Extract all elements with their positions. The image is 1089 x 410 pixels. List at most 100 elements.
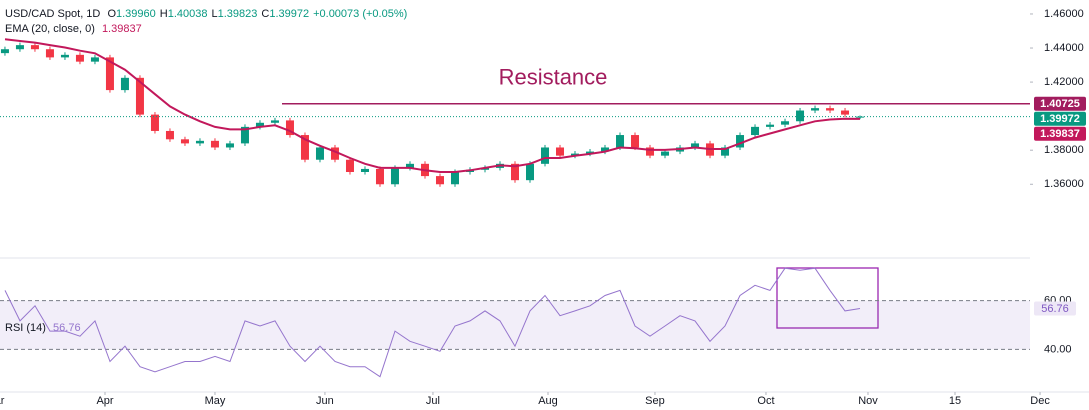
- candle-body: [195, 140, 204, 144]
- candle-body: [841, 110, 850, 115]
- rsi-name: RSI (14): [5, 322, 46, 334]
- candle-body: [45, 49, 54, 58]
- candle-body: [856, 116, 865, 118]
- candle-body: [781, 121, 790, 125]
- candle-body: [240, 126, 249, 144]
- candle-body: [511, 163, 519, 181]
- x-tick-label: Sep: [645, 395, 665, 407]
- x-tick-label: 15: [949, 395, 961, 407]
- x-tick-label: Jun: [316, 395, 334, 407]
- candle-body: [405, 163, 414, 168]
- ohlc-value: 1.39823: [217, 8, 258, 20]
- ohlc-key: L: [211, 8, 218, 20]
- x-tick-label: Nov: [858, 395, 878, 407]
- candle-body: [330, 147, 339, 160]
- candle-body: [556, 147, 565, 156]
- candle-body: [375, 168, 384, 185]
- x-tick-label: Aug: [538, 395, 558, 407]
- ohlc-value: 1.39960: [116, 8, 156, 20]
- price-tag: [1034, 126, 1086, 141]
- candle-body: [270, 120, 279, 123]
- price-tag: [1034, 111, 1086, 126]
- candle-body: [541, 147, 550, 164]
- x-tick-label: Mar: [0, 395, 5, 407]
- annotation: Resistance: [499, 65, 608, 90]
- x-tick-label: May: [205, 395, 226, 407]
- candle-body: [0, 49, 9, 54]
- candle-body: [435, 176, 444, 185]
- series-line: [4, 38, 861, 173]
- y-tick-label: 1.36000: [1044, 178, 1084, 190]
- candle-body: [75, 54, 84, 62]
- x-tick-label: Dec: [1030, 395, 1050, 407]
- rsi-band: [0, 300, 1030, 350]
- ema-value: 1.39837: [101, 23, 142, 35]
- y-tick-label: 1.42000: [1044, 76, 1084, 88]
- candle-body: [15, 45, 24, 50]
- ohlc-key: H: [159, 8, 168, 20]
- candle-body: [571, 153, 580, 156]
- candle-body: [105, 57, 114, 91]
- ohlc-item: C1.39972: [261, 8, 309, 20]
- y-tick-label: 1.38000: [1044, 144, 1084, 156]
- ohlc-key: C: [261, 8, 270, 20]
- candle-body: [796, 110, 805, 122]
- ohlc-value: +0.00073 (+0.05%): [313, 8, 408, 20]
- symbol-legend: USD/CAD Spot, 1D O1.39960 H1.40038 L1.3982…: [5, 8, 415, 20]
- candle-body: [826, 108, 835, 111]
- candle-body: [210, 140, 219, 148]
- ohlc-legend: O1.39960 H1.40038 L1.39823 C1.39972 +0.00073…: [107, 8, 411, 20]
- candle-body: [766, 124, 775, 127]
- y-tick-label: 1.46000: [1044, 8, 1084, 20]
- x-tick-label: Oct: [757, 395, 774, 407]
- candle-body: [691, 143, 700, 148]
- candle-body: [360, 168, 369, 172]
- price-tag-label: 1.39837: [1040, 128, 1080, 140]
- candle-body: [751, 126, 760, 136]
- candle-body: [30, 45, 39, 50]
- candle-body: [450, 172, 459, 185]
- price-tag-label: 1.39972: [1040, 113, 1080, 125]
- price-tag-label: 1.40725: [1040, 98, 1080, 110]
- candle-body: [150, 114, 159, 131]
- price-tag: [1034, 96, 1086, 111]
- rsi-tag: [1034, 301, 1076, 316]
- rsi-legend: RSI (14) 56.76: [5, 322, 85, 334]
- rsi-tag-label: 56.76: [1041, 303, 1069, 315]
- ohlc-item: L1.39823: [211, 8, 257, 20]
- ohlc-item: H1.40038: [160, 8, 208, 20]
- candle-body: [120, 77, 129, 91]
- ema-legend: EMA (20, close, 0) 1.39837: [5, 23, 146, 35]
- candle-body: [315, 147, 324, 160]
- candle-body: [300, 135, 309, 160]
- highlight-box: [776, 267, 879, 329]
- ohlc-item: O1.39960: [107, 8, 155, 20]
- candle-body: [165, 130, 174, 140]
- candle-body: [736, 135, 745, 148]
- candle-body: [180, 139, 189, 144]
- candle-body: [586, 151, 595, 154]
- candle-body: [285, 120, 294, 136]
- symbol-title: USD/CAD Spot, 1D: [5, 8, 101, 20]
- ohlc-value: 1.39972: [269, 8, 310, 20]
- ohlc-item: +0.00073 (+0.05%): [313, 8, 407, 20]
- candle-body: [661, 151, 670, 156]
- candle-body: [60, 54, 69, 58]
- x-tick-label: Apr: [96, 395, 113, 407]
- ohlc-value: 1.40038: [167, 8, 208, 20]
- ema-name: EMA (20, close, 0): [5, 23, 95, 35]
- candle-body: [90, 57, 99, 62]
- candle-body: [390, 167, 399, 185]
- candle-body: [616, 135, 625, 148]
- y-tick-label: 1.44000: [1044, 42, 1084, 54]
- rsi-value: 56.76: [53, 322, 81, 334]
- ohlc-key: O: [107, 8, 116, 20]
- candle-body: [811, 108, 820, 111]
- candle-body: [345, 159, 354, 172]
- candle-body: [601, 147, 610, 152]
- candle-body: [721, 147, 730, 156]
- series-line: [4, 267, 861, 378]
- candle-body: [225, 143, 234, 148]
